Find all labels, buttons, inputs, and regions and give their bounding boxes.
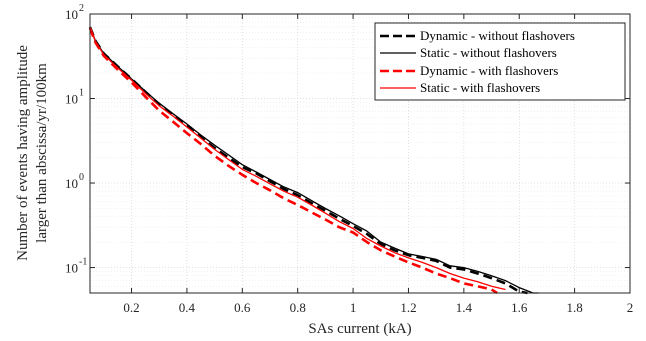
- x-axis-label: SAs current (kA): [308, 321, 411, 337]
- x-tick-label: 1: [350, 300, 357, 315]
- y-axis-label-line1: Number of events having amplitude: [15, 45, 31, 261]
- plot-frame: [89, 13, 631, 294]
- y-tick-label: 10: [65, 261, 78, 276]
- y-tick-exponent: -1: [79, 257, 87, 268]
- legend-label-dynamic-without: Dynamic - without flashovers: [420, 28, 575, 43]
- series-static-without-flashovers: [89, 26, 539, 294]
- x-tick-label: 0.4: [179, 300, 196, 315]
- x-tick-label: 1.8: [566, 300, 582, 315]
- series-static-with-flashovers: [89, 26, 506, 291]
- x-tick-label: 1.4: [456, 300, 473, 315]
- legend-label-dynamic-with: Dynamic - with flashovers: [420, 63, 558, 78]
- legend-label-static-with: Static - with flashovers: [420, 80, 540, 95]
- y-tick-label: 10: [65, 92, 78, 107]
- legend: Dynamic - without flashovers Static - wi…: [374, 22, 626, 101]
- series-layer: [88, 26, 539, 295]
- series-dynamic-with-flashovers: [88, 27, 498, 295]
- y-tick-exponent: 1: [79, 88, 84, 99]
- series-dynamic-without-flashovers: [88, 26, 528, 295]
- x-tick-label: 1.2: [400, 300, 416, 315]
- legend-box: [374, 22, 626, 101]
- x-tick-label: 0.8: [290, 300, 306, 315]
- x-tick-label: 1.6: [511, 300, 528, 315]
- legend-label-static-without: Static - without flashovers: [420, 45, 557, 60]
- y-tick-label: 10: [65, 176, 78, 191]
- y-axis-label-line2: larger than abscissa/yr/100km: [34, 63, 50, 243]
- y-tick-exponent: 2: [79, 3, 84, 14]
- x-tick-label: 2: [627, 300, 634, 315]
- x-tick-label: 0.2: [123, 300, 139, 315]
- y-tick-exponent: 0: [79, 172, 84, 183]
- x-tick-label: 0.6: [234, 300, 251, 315]
- y-tick-label: 10: [65, 7, 78, 22]
